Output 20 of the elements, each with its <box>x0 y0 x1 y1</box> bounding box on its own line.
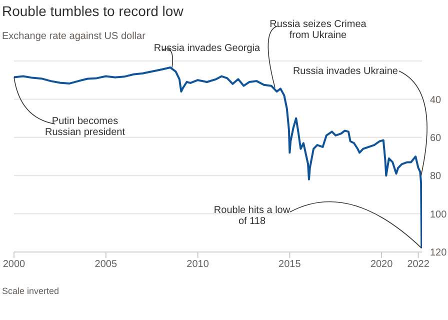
annotation: Putin becomes Russian president <box>44 116 126 138</box>
x-tick-label: 2015 <box>278 259 302 270</box>
text: Scale inverted <box>2 286 60 296</box>
x-tick-label: 2000 <box>2 259 26 270</box>
y-tick-label: 120 <box>430 248 448 259</box>
x-tick-label: 2022 <box>407 259 430 270</box>
x-tick-label: 2020 <box>370 259 394 270</box>
x-tick-label: 2010 <box>186 259 210 270</box>
y-tick-label: 80 <box>430 171 442 182</box>
annotation: Russia seizes Crimea from Ukraine <box>270 19 367 41</box>
x-tick-label: 2005 <box>94 259 118 270</box>
chart-subtitle: Exchange rate against US dollar <box>2 31 146 42</box>
y-tick-label: 40 <box>430 94 442 106</box>
annotation: Russia invades Georgia <box>154 43 261 54</box>
chart-title: Rouble tumbles to record low <box>2 3 184 19</box>
y-tick-label: 60 <box>430 132 442 144</box>
y-tick-label: 100 <box>430 209 448 220</box>
line-series <box>14 66 422 250</box>
annotation: Russia invades Ukraine <box>292 66 398 77</box>
annotation: Rouble hits a low of 118 <box>214 205 291 227</box>
